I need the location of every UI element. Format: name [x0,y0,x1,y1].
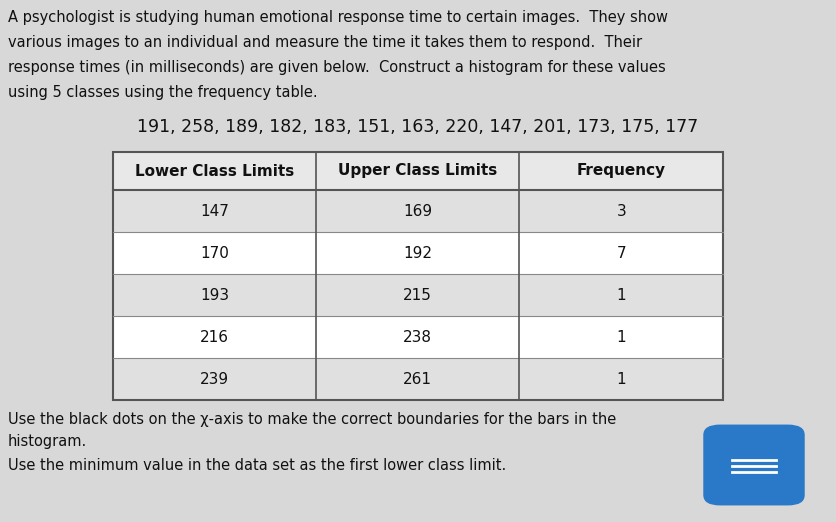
Text: response times (in milliseconds) are given below.  Construct a histogram for the: response times (in milliseconds) are giv… [8,60,665,75]
Bar [113,152,723,190]
Text: 191, 258, 189, 182, 183, 151, 163, 220, 147, 201, 173, 175, 177: 191, 258, 189, 182, 183, 151, 163, 220, … [137,118,699,136]
Text: A psychologist is studying human emotional response time to certain images.  The: A psychologist is studying human emotion… [8,10,668,25]
Text: 3: 3 [616,204,626,219]
Bar [113,152,723,400]
Text: 261: 261 [403,372,432,386]
Text: Use the minimum value in the data set as the first lower class limit.: Use the minimum value in the data set as… [8,458,507,473]
Text: 215: 215 [403,288,432,303]
Text: various images to an individual and measure the time it takes them to respond.  : various images to an individual and meas… [8,35,642,50]
Text: histogram.: histogram. [8,434,87,449]
Text: 192: 192 [403,245,432,260]
Text: 216: 216 [200,329,229,345]
Text: using 5 classes using the frequency table.: using 5 classes using the frequency tabl… [8,85,318,100]
Bar [113,316,723,358]
FancyBboxPatch shape [703,424,805,505]
Text: Use the black dots on the χ-axis to make the correct boundaries for the bars in : Use the black dots on the χ-axis to make… [8,412,616,427]
Bar [113,152,723,400]
Bar [113,232,723,274]
Text: 170: 170 [200,245,229,260]
Text: Lower Class Limits: Lower Class Limits [135,163,294,179]
Text: 1: 1 [616,329,626,345]
Text: 7: 7 [616,245,626,260]
Text: 193: 193 [200,288,229,303]
Text: 238: 238 [403,329,432,345]
Polygon shape [737,484,744,493]
Text: Frequency: Frequency [577,163,665,179]
Bar [113,190,723,232]
Bar [113,358,723,400]
Text: 1: 1 [616,288,626,303]
Bar [113,274,723,316]
Text: 147: 147 [200,204,229,219]
Text: 169: 169 [403,204,432,219]
Text: Upper Class Limits: Upper Class Limits [338,163,497,179]
Text: 239: 239 [200,372,229,386]
Text: 1: 1 [616,372,626,386]
